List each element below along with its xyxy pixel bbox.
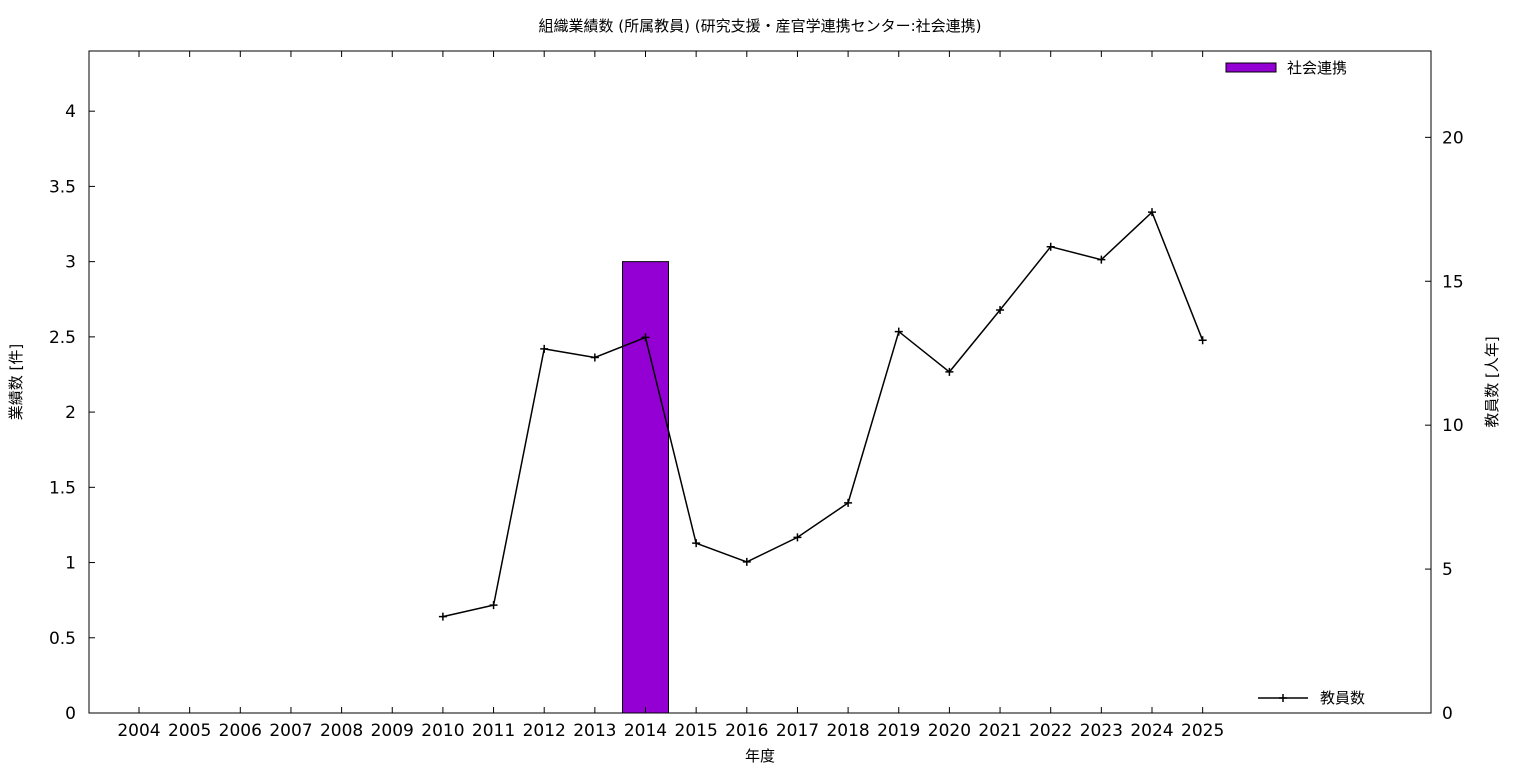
x-tick-label-2006: 2006 <box>219 721 262 741</box>
line-point-2024 <box>1148 208 1156 217</box>
y-left-tick-label-1: 1 <box>65 554 76 574</box>
y-axis-left: 0 0.5 1 1.5 2 2.5 3 3.5 4 <box>49 102 95 724</box>
y-left-tick-label-2.5: 2.5 <box>49 328 76 348</box>
plot-frame <box>88 50 1432 714</box>
y-left-tick-label-1.5: 1.5 <box>49 478 76 498</box>
x-tick-label-2010: 2010 <box>421 721 464 741</box>
legend-bar-label: 社会連携 <box>1287 59 1347 77</box>
line-point-2016 <box>742 557 751 566</box>
x-tick-label-2022: 2022 <box>1029 721 1072 741</box>
line-point-2010 <box>438 612 447 621</box>
line-point-2025 <box>1198 336 1207 345</box>
x-axis-label: 年度 <box>745 747 775 765</box>
x-tick-label-2019: 2019 <box>877 721 920 741</box>
y-left-tick-label-3: 3 <box>65 253 76 273</box>
x-tick-label-2004: 2004 <box>117 721 160 741</box>
legend-bar: 社会連携 <box>1225 59 1347 77</box>
line-point-2019 <box>894 327 903 336</box>
line-point-2020 <box>945 367 954 376</box>
y-left-tick-label-3.5: 3.5 <box>49 177 76 197</box>
bar-layer <box>622 261 669 714</box>
x-tick-label-2023: 2023 <box>1080 721 1123 741</box>
legend-line-label: 教員数 <box>1320 689 1365 707</box>
x-tick-label-2024: 2024 <box>1130 721 1173 741</box>
line-point-2018 <box>844 498 853 507</box>
y-left-tick-label-4: 4 <box>65 102 76 122</box>
line-layer <box>438 208 1207 621</box>
x-tick-label-2007: 2007 <box>269 721 312 741</box>
y-right-tick-label-20: 20 <box>1442 128 1464 148</box>
line-point-2022 <box>1046 242 1055 251</box>
y-right-tick-label-5: 5 <box>1442 560 1453 580</box>
y-right-tick-label-15: 15 <box>1442 272 1464 292</box>
y-right-tick-label-0: 0 <box>1442 704 1453 724</box>
line-point-2013 <box>590 353 599 362</box>
x-tick-label-2025: 2025 <box>1181 721 1224 741</box>
y-right-tick-label-10: 10 <box>1442 416 1464 436</box>
line-point-2023 <box>1097 255 1106 264</box>
x-tick-label-2008: 2008 <box>320 721 363 741</box>
x-tick-label-2018: 2018 <box>826 721 869 741</box>
y-left-tick-label-0.5: 0.5 <box>49 629 76 649</box>
x-tick-label-2021: 2021 <box>978 721 1021 741</box>
y-axis-right: 0 5 10 15 20 <box>1425 128 1464 724</box>
x-tick-label-2014: 2014 <box>624 721 667 741</box>
x-tick-label-2009: 2009 <box>371 721 414 741</box>
y-axis-left-label: 業績数 [件] <box>7 344 25 420</box>
x-tick-label-2017: 2017 <box>776 721 819 741</box>
x-tick-label-2005: 2005 <box>168 721 211 741</box>
x-tick-label-2016: 2016 <box>725 721 768 741</box>
line-point-2017 <box>793 533 802 542</box>
x-tick-label-2015: 2015 <box>675 721 718 741</box>
line-point-2021 <box>996 306 1005 315</box>
line-point-2014 <box>641 333 650 342</box>
legend-line: 教員数 <box>1258 689 1365 707</box>
y-left-tick-label-2: 2 <box>65 403 76 423</box>
x-tick-label-2012: 2012 <box>523 721 566 741</box>
line-point-2011 <box>489 601 498 610</box>
y-axis-right-label: 教員数 [人年] <box>1483 336 1501 427</box>
x-tick-label-2013: 2013 <box>573 721 616 741</box>
x-tick-label-2011: 2011 <box>472 721 515 741</box>
chart-title: 組織業績数 (所属教員) (研究支援・産官学連携センター:社会連携) <box>538 17 981 35</box>
legend-line-marker <box>1279 694 1287 702</box>
x-axis: 2004 2005 2006 2007 2008 2009 2010 2011 2012 2013… <box>117 51 1224 741</box>
x-tick-label-2020: 2020 <box>928 721 971 741</box>
line-point-2015 <box>692 539 701 548</box>
line-point-2012 <box>540 344 549 353</box>
y-left-tick-label-0: 0 <box>65 704 76 724</box>
bar-2014 <box>622 261 669 714</box>
line-series-path <box>442 210 1204 618</box>
legend-bar-swatch <box>1225 62 1277 73</box>
